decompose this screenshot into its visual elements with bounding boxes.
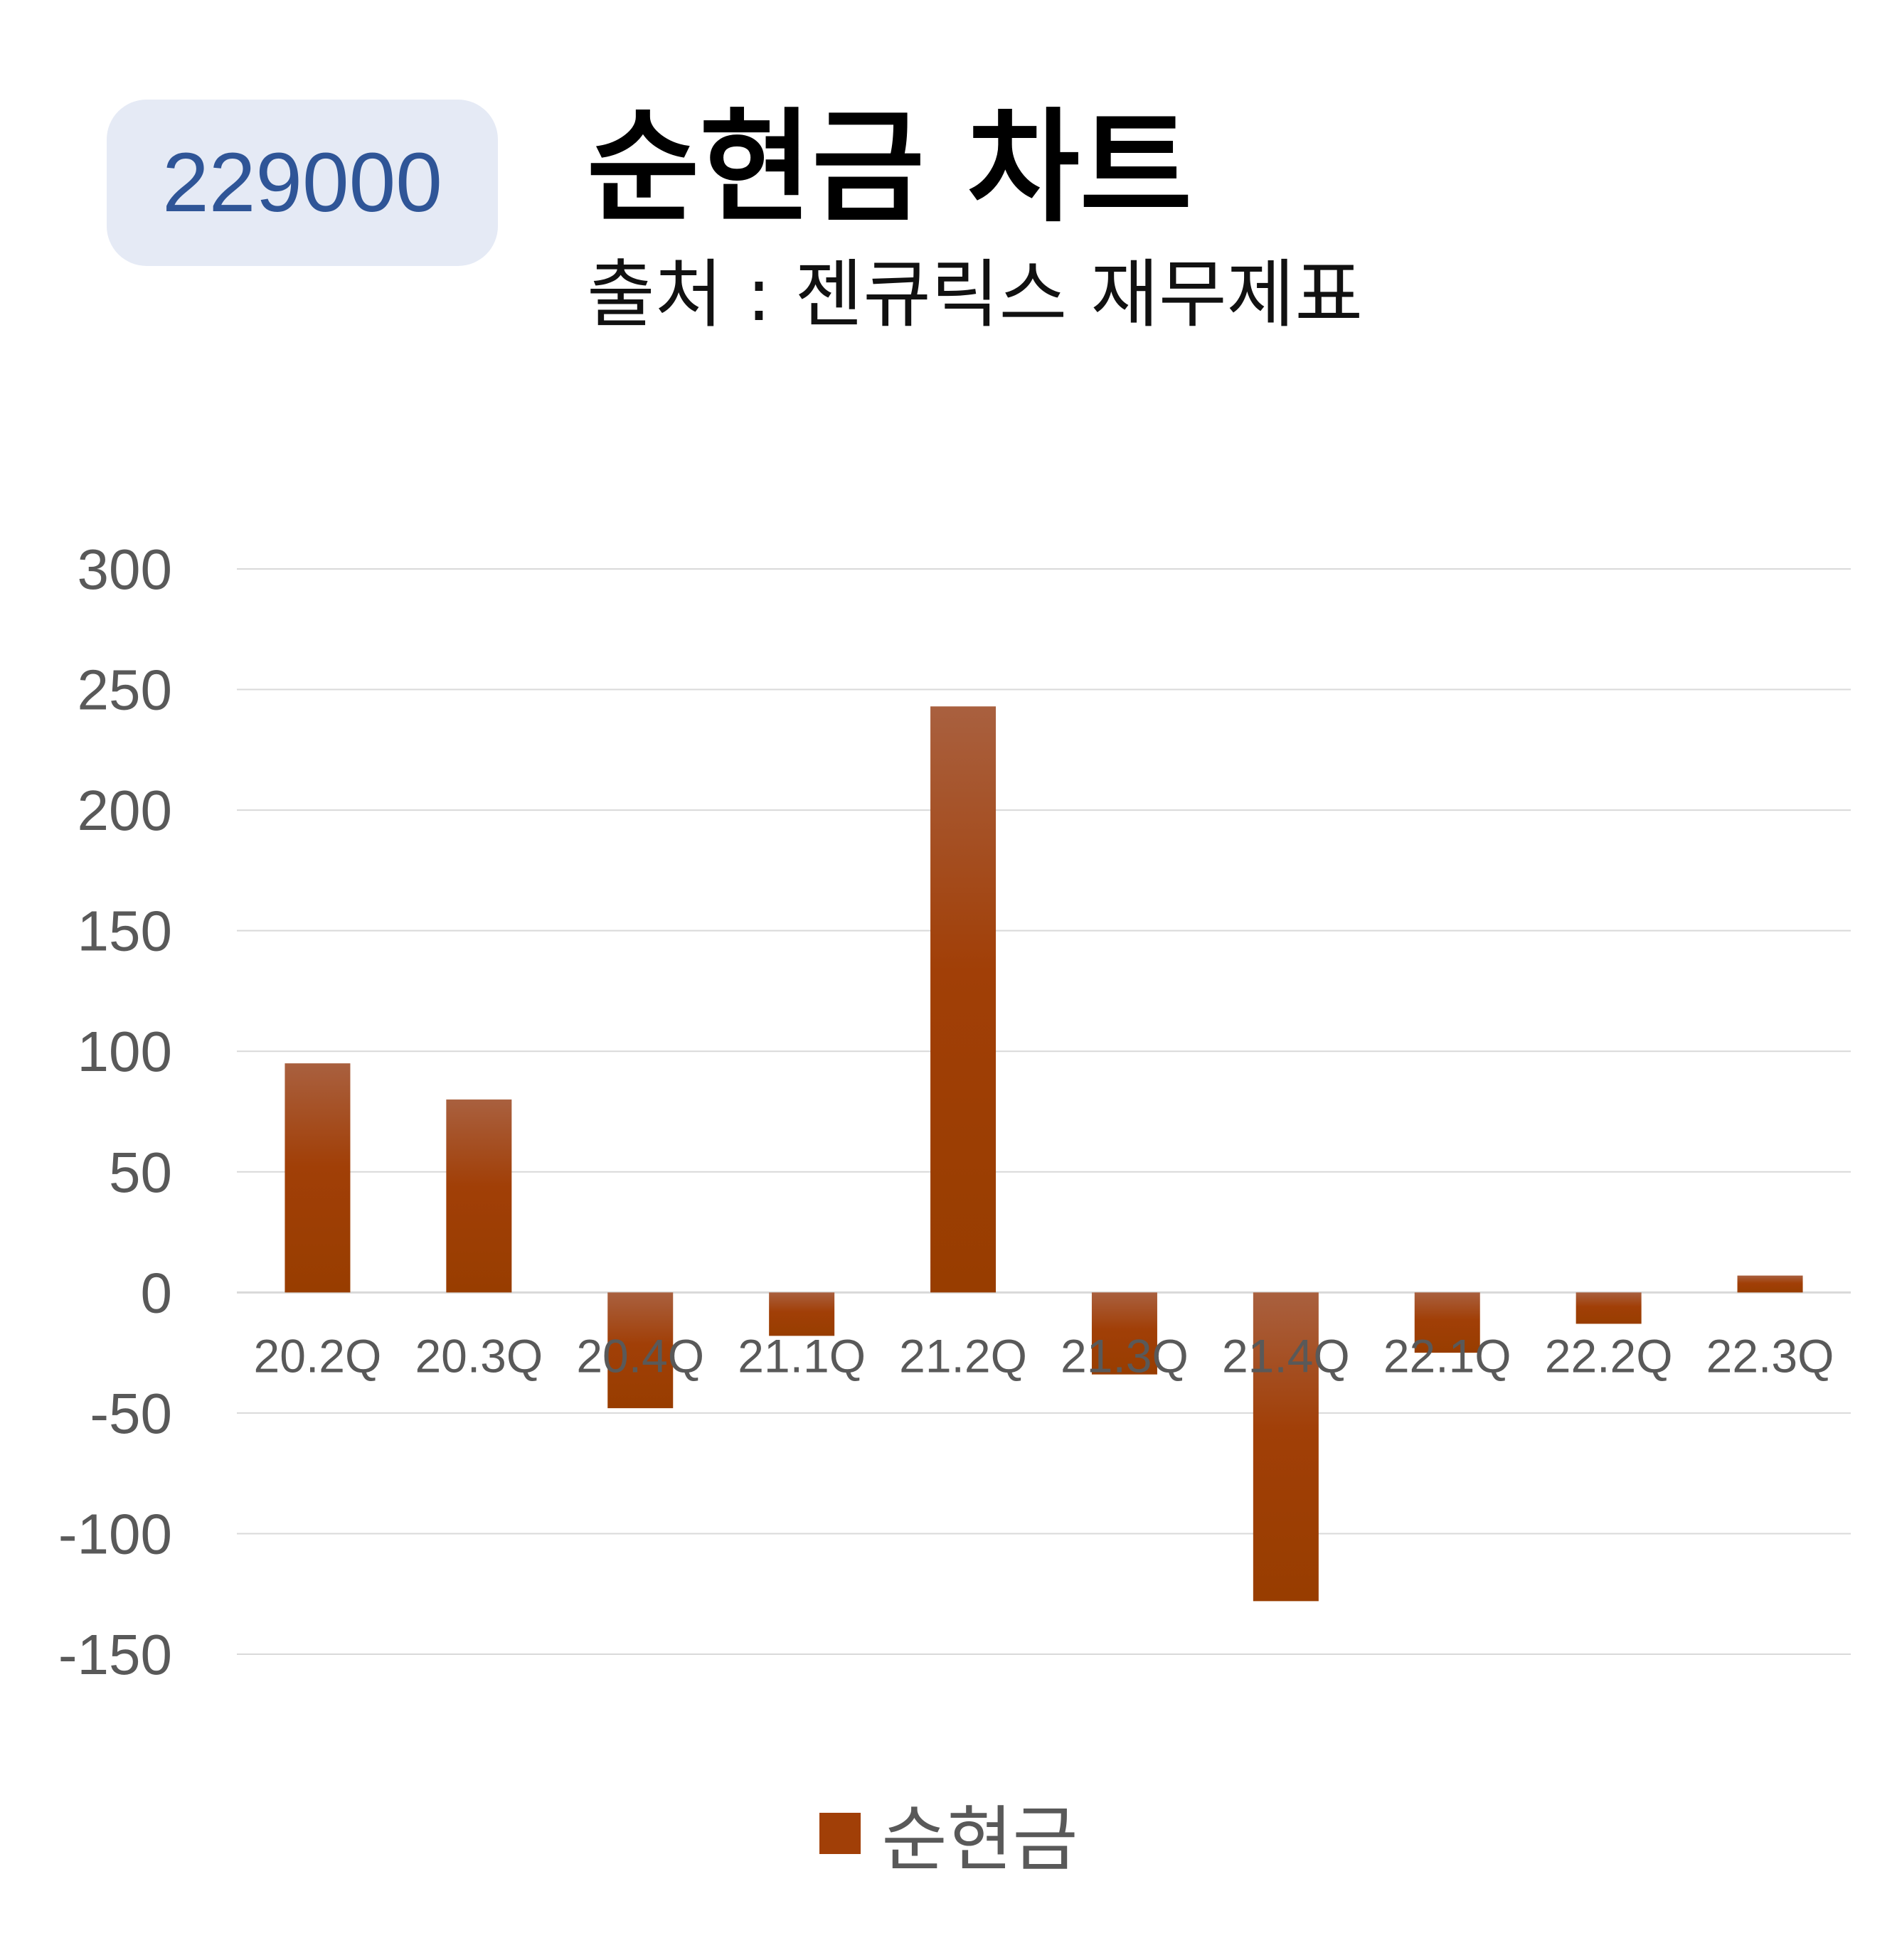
bar [285,1063,351,1293]
bar [1414,1292,1480,1353]
bar [1737,1275,1803,1293]
x-tick-label: 22.1Q [1383,1329,1511,1382]
bar [446,1099,512,1293]
x-tick-label: 20.4Q [576,1329,704,1382]
chart-legend: 순현금 [0,1781,1897,1885]
y-tick-label: -50 [90,1382,172,1445]
bar [607,1292,674,1409]
y-tick-label: 0 [141,1261,173,1324]
y-tick-label: -150 [58,1623,172,1686]
ticker-code: 229000 [162,136,442,230]
x-tick-label: 21.2Q [899,1329,1027,1382]
ticker-badge: 229000 [107,100,498,266]
legend-swatch [819,1812,861,1854]
bar [1253,1292,1319,1602]
y-tick-label: -100 [58,1502,172,1565]
chart-subtitle: 출처 : 젠큐릭스 재무제표 [587,251,1364,338]
x-tick-label: 22.3Q [1706,1329,1834,1382]
bar [1091,1292,1157,1375]
legend-label: 순현금 [881,1798,1078,1881]
x-tick-label: 20.2Q [254,1329,382,1382]
bar [769,1292,835,1336]
chart-title: 순현금 차트 [587,96,1193,239]
bar [930,706,997,1293]
x-tick-label: 21.4Q [1222,1329,1350,1382]
y-tick-label: 100 [78,1020,172,1083]
y-tick-label: 250 [78,659,172,722]
bar [1575,1292,1642,1324]
y-tick-label: 150 [78,900,172,963]
y-tick-label: 200 [78,779,172,842]
x-tick-label: 21.3Q [1061,1329,1189,1382]
x-tick-label: 22.2Q [1545,1329,1673,1382]
y-tick-label: 300 [78,538,172,601]
x-tick-label: 20.3Q [415,1329,543,1382]
y-tick-label: 50 [109,1141,172,1204]
x-tick-label: 21.1Q [738,1329,866,1382]
